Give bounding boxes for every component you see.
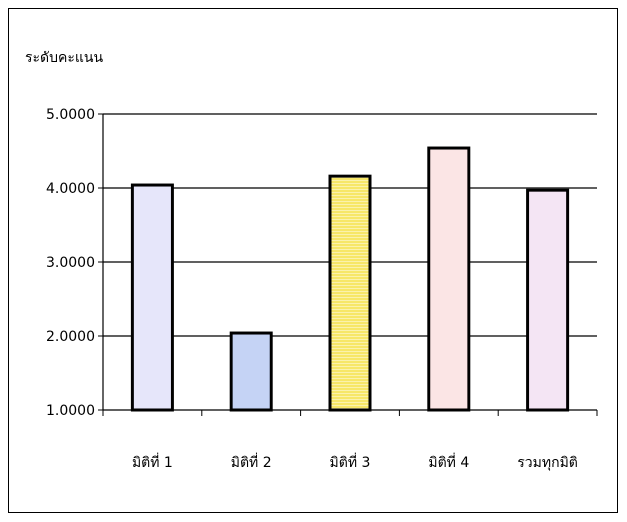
bar-texture <box>529 191 567 409</box>
bar-texture <box>430 149 468 409</box>
bar-texture <box>331 177 369 409</box>
bar-texture <box>232 334 270 409</box>
x-tick-label: มิติที่ 2 <box>231 453 272 471</box>
x-tick-label: มิติที่ 1 <box>132 453 173 471</box>
x-tick-label: รวมทุกมิติ <box>517 455 578 471</box>
x-tick-label: มิติที่ 4 <box>428 453 469 471</box>
y-tick-label: 2.0000 <box>46 329 95 345</box>
bar-texture <box>133 186 171 409</box>
chart-frame <box>8 8 618 513</box>
y-tick-label: 4.0000 <box>46 181 95 197</box>
y-tick-label: 1.0000 <box>46 403 95 419</box>
y-axis-label: ระดับคะแนน <box>25 50 103 66</box>
y-tick-label: 3.0000 <box>46 255 95 271</box>
y-tick-label: 5.0000 <box>46 107 95 123</box>
x-tick-label: มิติที่ 3 <box>330 453 371 471</box>
